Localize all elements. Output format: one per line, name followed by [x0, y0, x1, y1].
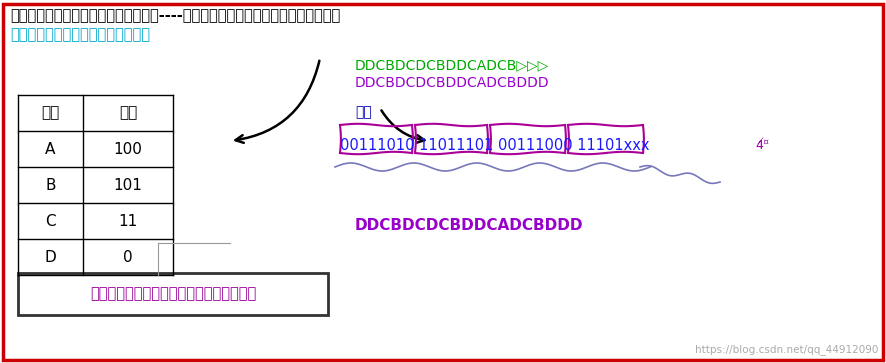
- Text: 101: 101: [113, 178, 143, 192]
- Text: DDCBDCDCBDDCADCB▷▷▷: DDCBDCDCBDDCADCB▷▷▷: [354, 58, 548, 72]
- Text: DDCBDCDCBDDCADCBDDD: DDCBDCDCBDDCADCBDDD: [354, 218, 583, 233]
- Text: 一般使用的都是不等长的编码来替换的----不等长编码的方式可以达到更好的压缩率: 一般使用的都是不等长的编码来替换的----不等长编码的方式可以达到更好的压缩率: [10, 8, 340, 23]
- FancyArrowPatch shape: [381, 110, 424, 143]
- Text: $4^{\not{字}}$: $4^{\not{字}}$: [754, 137, 769, 153]
- Text: 让出现次数多的的字节对应的编码更短一些: 让出现次数多的的字节对应的编码更短一些: [89, 286, 256, 302]
- Text: 100: 100: [113, 142, 143, 156]
- FancyBboxPatch shape: [18, 273, 328, 315]
- Text: 11: 11: [118, 213, 137, 228]
- Text: B: B: [45, 178, 56, 192]
- Text: 压缩: 压缩: [354, 105, 371, 119]
- Text: 不等长编码：编码中比特位个数不同: 不等长编码：编码中比特位个数不同: [10, 27, 150, 42]
- FancyArrowPatch shape: [236, 61, 319, 143]
- Text: https://blog.csdn.net/qq_44912090: https://blog.csdn.net/qq_44912090: [694, 344, 877, 355]
- Text: 字符: 字符: [42, 106, 59, 121]
- Text: C: C: [45, 213, 56, 228]
- Text: 编码: 编码: [119, 106, 137, 121]
- Text: D: D: [44, 249, 57, 265]
- Text: 00111010 11011101 00111000 11101xxx: 00111010 11011101 00111000 11101xxx: [339, 138, 649, 152]
- FancyBboxPatch shape: [3, 4, 882, 360]
- Text: A: A: [45, 142, 56, 156]
- Text: 0: 0: [123, 249, 133, 265]
- Text: DDCBDCDCBDDCADCBDDD: DDCBDCDCBDDCADCBDDD: [354, 76, 549, 90]
